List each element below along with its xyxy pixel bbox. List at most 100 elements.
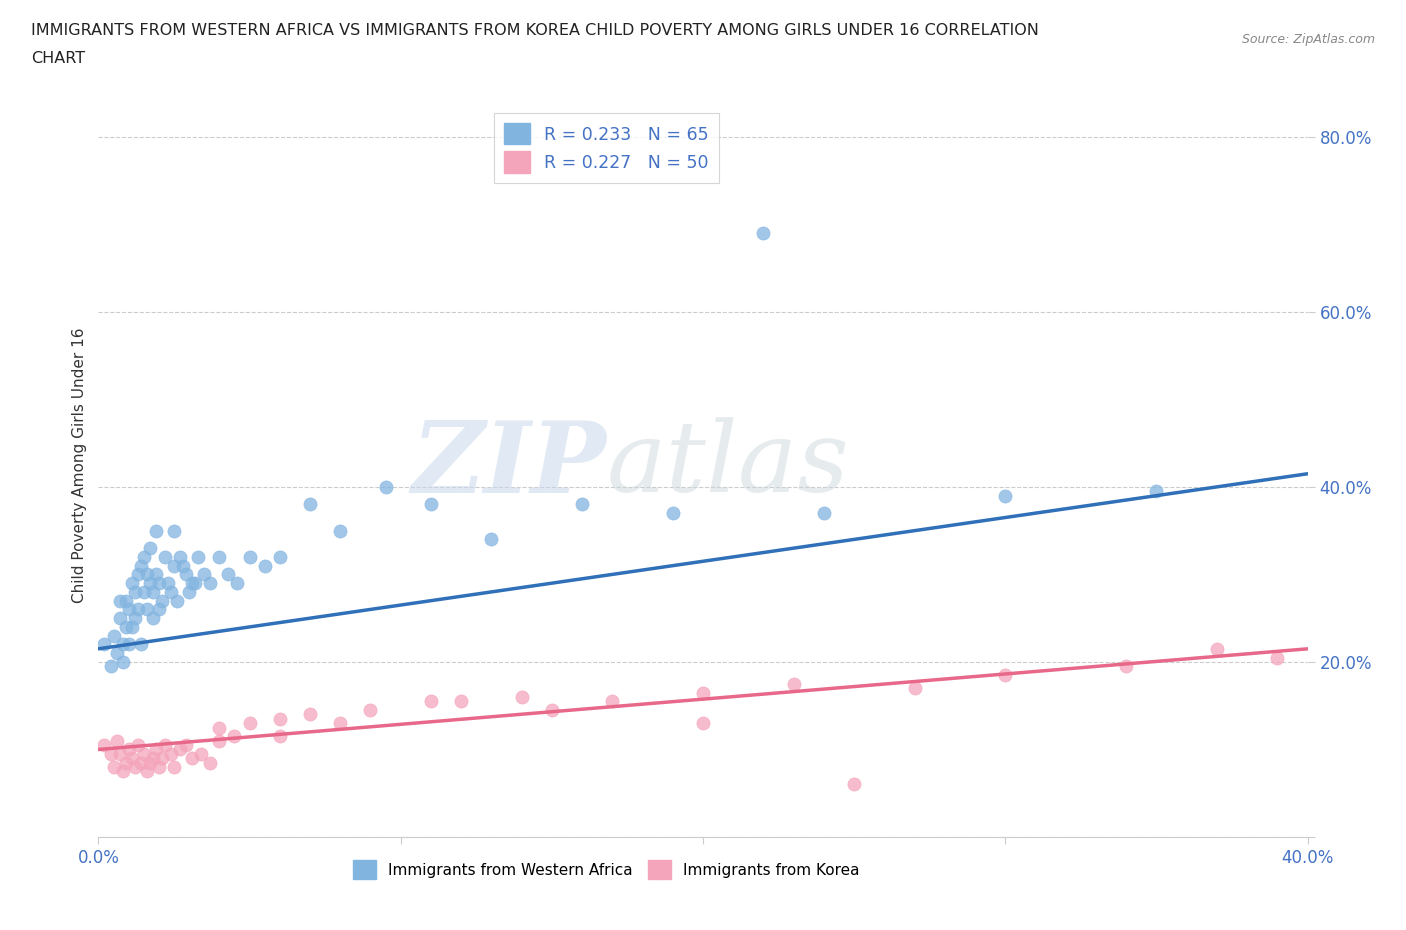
Point [269, 711, 291, 726]
Point [904, 681, 927, 696]
Point [132, 550, 155, 565]
Point [127, 602, 149, 617]
Point [105, 645, 128, 660]
Point [142, 584, 165, 599]
Point [169, 742, 191, 757]
Point [132, 747, 155, 762]
Point [329, 524, 352, 538]
Point [108, 611, 131, 626]
Point [105, 733, 128, 748]
Point [114, 593, 136, 608]
Point [135, 764, 157, 778]
Point [844, 777, 866, 792]
Point [121, 751, 143, 765]
Point [100, 747, 122, 762]
Point [145, 567, 167, 582]
Point [184, 576, 207, 591]
Point [1206, 642, 1229, 657]
Point [217, 567, 239, 582]
Text: Source: ZipAtlas.com: Source: ZipAtlas.com [1241, 33, 1375, 46]
Point [153, 550, 176, 565]
Point [160, 747, 183, 762]
Point [129, 637, 152, 652]
Point [174, 567, 197, 582]
Text: ZIP: ZIP [412, 417, 606, 513]
Point [142, 751, 165, 765]
Point [150, 593, 173, 608]
Point [190, 747, 212, 762]
Point [139, 576, 162, 591]
Point [100, 658, 122, 673]
Point [93, 637, 115, 652]
Point [121, 619, 143, 634]
Point [692, 716, 714, 731]
Point [253, 558, 276, 573]
Point [118, 742, 141, 757]
Point [139, 540, 162, 555]
Point [145, 742, 167, 757]
Point [124, 760, 146, 775]
Point [374, 480, 396, 495]
Point [148, 576, 170, 591]
Point [269, 550, 291, 565]
Point [299, 497, 322, 512]
Point [239, 550, 262, 565]
Point [108, 747, 131, 762]
Point [187, 550, 209, 565]
Point [114, 755, 136, 770]
Point [163, 558, 186, 573]
Point [103, 629, 125, 644]
Legend: Immigrants from Western Africa, Immigrants from Korea: Immigrants from Western Africa, Immigran… [347, 855, 866, 885]
Y-axis label: Child Poverty Among Girls Under 16: Child Poverty Among Girls Under 16 [72, 327, 87, 603]
Point [142, 611, 165, 626]
Text: atlas: atlas [606, 418, 849, 512]
Point [172, 558, 194, 573]
Point [150, 751, 173, 765]
Point [111, 637, 134, 652]
Point [224, 729, 246, 744]
Point [124, 584, 146, 599]
Point [181, 751, 204, 765]
Point [602, 694, 624, 709]
Point [813, 506, 835, 521]
Point [193, 567, 215, 582]
Point [121, 576, 143, 591]
Point [226, 576, 249, 591]
Point [994, 488, 1017, 503]
Point [208, 733, 231, 748]
Point [1144, 484, 1167, 498]
Point [148, 602, 170, 617]
Point [420, 694, 443, 709]
Point [269, 729, 291, 744]
Point [108, 593, 131, 608]
Point [510, 689, 533, 704]
Point [239, 716, 262, 731]
Point [1267, 650, 1289, 665]
Point [420, 497, 443, 512]
Point [299, 707, 322, 722]
Point [111, 655, 134, 670]
Point [124, 611, 146, 626]
Point [752, 226, 775, 241]
Point [118, 602, 141, 617]
Point [153, 737, 176, 752]
Point [163, 760, 186, 775]
Point [329, 716, 352, 731]
Point [783, 676, 806, 691]
Point [450, 694, 472, 709]
Point [127, 737, 149, 752]
Point [166, 593, 188, 608]
Point [481, 532, 503, 547]
Point [174, 737, 197, 752]
Point [93, 737, 115, 752]
Point [148, 760, 170, 775]
Point [145, 524, 167, 538]
Point [163, 524, 186, 538]
Point [200, 576, 222, 591]
Point [571, 497, 593, 512]
Point [169, 550, 191, 565]
Point [360, 703, 382, 718]
Point [139, 755, 162, 770]
Point [160, 584, 183, 599]
Point [156, 576, 179, 591]
